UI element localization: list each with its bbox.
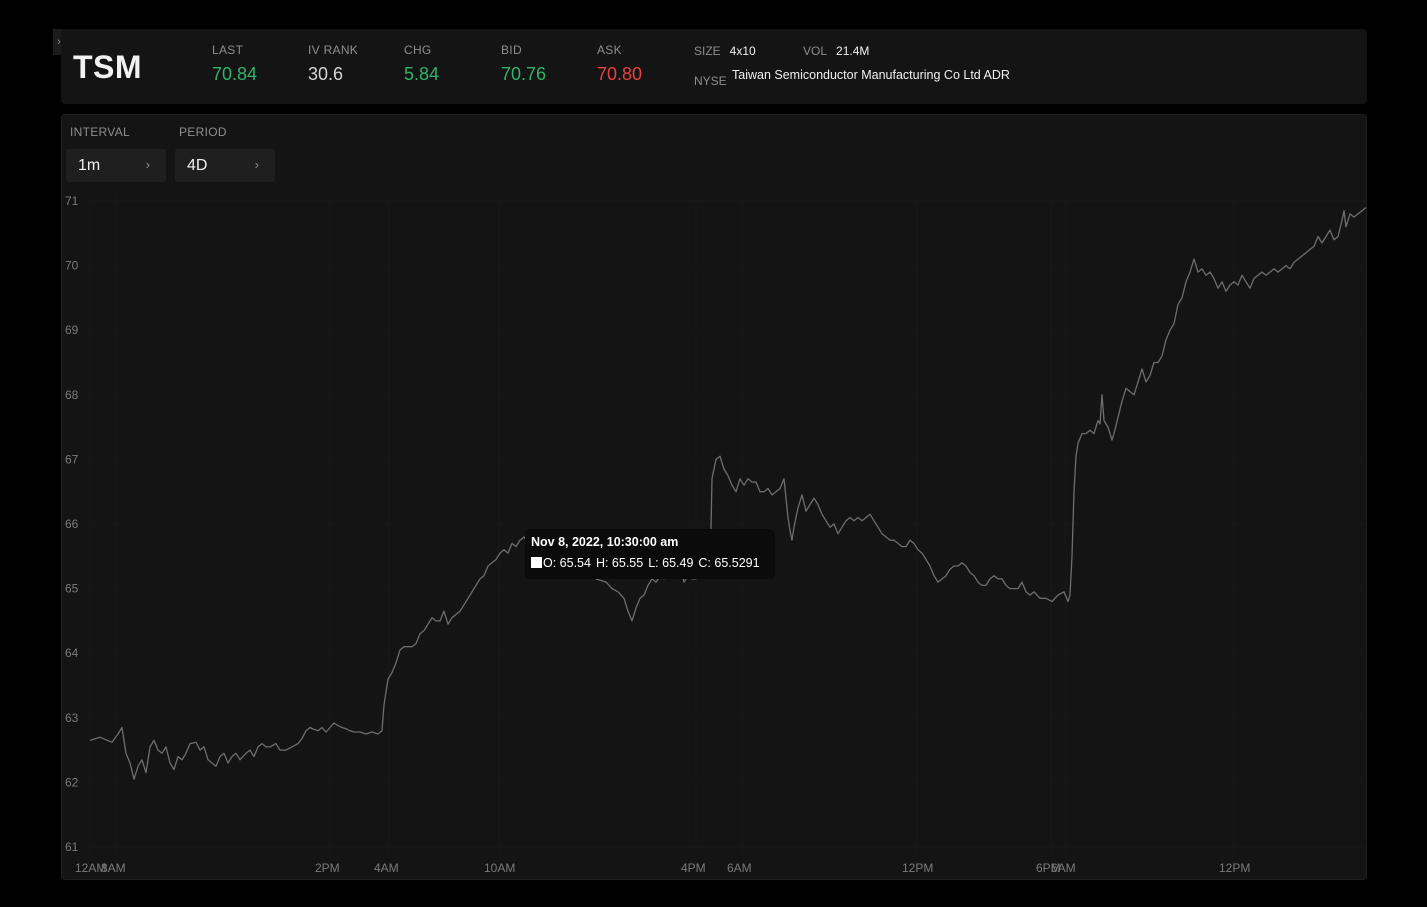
x-tick-label: 6PM (1036, 861, 1061, 875)
y-tick-label: 71 (65, 194, 79, 208)
size-label: SIZE (694, 44, 721, 58)
chevron-right-icon: › (254, 157, 259, 172)
quote-header: TSM LAST 70.84 IV RANK 30.6 CHG 5.84 BID… (61, 29, 1367, 104)
tooltip-low: L: 65.49 (648, 556, 694, 570)
stat-label: ASK (597, 43, 622, 57)
y-tick-label: 61 (65, 840, 79, 854)
stat-value: 70.84 (212, 64, 258, 84)
stat-value: 70.76 (501, 64, 547, 84)
chevron-right-icon: › (145, 157, 150, 172)
x-tick-label: 12AM (75, 861, 106, 875)
size-value: 4x10 (729, 44, 756, 58)
y-tick-label: 69 (65, 323, 79, 337)
interval-label: INTERVAL (70, 125, 130, 139)
x-tick-label: 12PM (1219, 861, 1250, 875)
size-field: SIZE 4x10 (694, 44, 756, 58)
stat-value: 70.80 (597, 64, 643, 84)
y-tick-label: 65 (65, 582, 79, 596)
interval-select[interactable]: 1m › (66, 149, 166, 182)
stat-ask: ASK 70.80 (597, 43, 642, 85)
volume-label: VOL (803, 44, 828, 58)
series-swatch (531, 557, 542, 568)
x-tick-label: 2PM (315, 861, 340, 875)
y-tick-label: 67 (65, 452, 79, 466)
stat-label: IV RANK (308, 43, 359, 57)
company-name: Taiwan Semiconductor Manufacturing Co Lt… (732, 68, 1010, 82)
y-tick-label: 66 (65, 517, 79, 531)
x-tick-label: 4AM (374, 861, 399, 875)
chevron-right-icon: › (57, 36, 61, 48)
y-tick-label: 62 (65, 775, 79, 789)
exchange-label: NYSE (694, 74, 727, 88)
x-tick-label: 12PM (902, 861, 933, 875)
period-label: PERIOD (179, 125, 227, 139)
period-value: 4D (187, 157, 208, 174)
ticker-symbol: TSM (73, 49, 143, 85)
stat-label: CHG (404, 43, 432, 57)
stat-last: LAST 70.84 (212, 43, 257, 85)
y-tick-label: 68 (65, 388, 79, 402)
price-line (89, 206, 1367, 780)
chart-grid (89, 195, 1366, 855)
tooltip-open: O: 65.54 (543, 556, 591, 570)
stat-bid: BID 70.76 (501, 43, 546, 85)
volume-value: 21.4M (836, 44, 870, 58)
chart-panel: INTERVAL PERIOD 1m › 4D › (61, 114, 1367, 880)
stat-label: LAST (212, 43, 244, 57)
interval-value: 1m (78, 157, 101, 174)
x-tick-label: 6AM (727, 861, 752, 875)
period-select[interactable]: 4D › (175, 149, 275, 182)
stat-iv-rank: IV RANK 30.6 (308, 43, 358, 85)
y-tick-label: 70 (65, 259, 79, 273)
y-tick-label: 64 (65, 646, 79, 660)
y-axis: 71 70 69 68 67 66 65 64 63 62 61 (65, 194, 79, 854)
stat-label: BID (501, 43, 522, 57)
x-tick-label: 10AM (484, 861, 515, 875)
x-tick-label: 6AM (1051, 861, 1076, 875)
x-tick-label: 8AM (101, 861, 126, 875)
stat-value: 30.6 (308, 64, 344, 84)
volume-field: VOL 21.4M (803, 44, 869, 58)
stat-value: 5.84 (404, 64, 440, 84)
x-tick-label: 4PM (681, 861, 706, 875)
tooltip-date: Nov 8, 2022, 10:30:00 am (531, 535, 679, 549)
tooltip-high: H: 65.55 (595, 556, 644, 570)
y-tick-label: 63 (65, 711, 79, 725)
tooltip-close: C: 65.5291 (698, 556, 760, 570)
tooltip-ohlc: O: 65.54 H: 65.55 L: 65.49 C: 65.5291 (531, 556, 769, 570)
ohlc-tooltip: Nov 8, 2022, 10:30:00 am O: 65.54 H: 65.5… (525, 529, 775, 579)
stat-chg: CHG 5.84 (404, 43, 439, 85)
